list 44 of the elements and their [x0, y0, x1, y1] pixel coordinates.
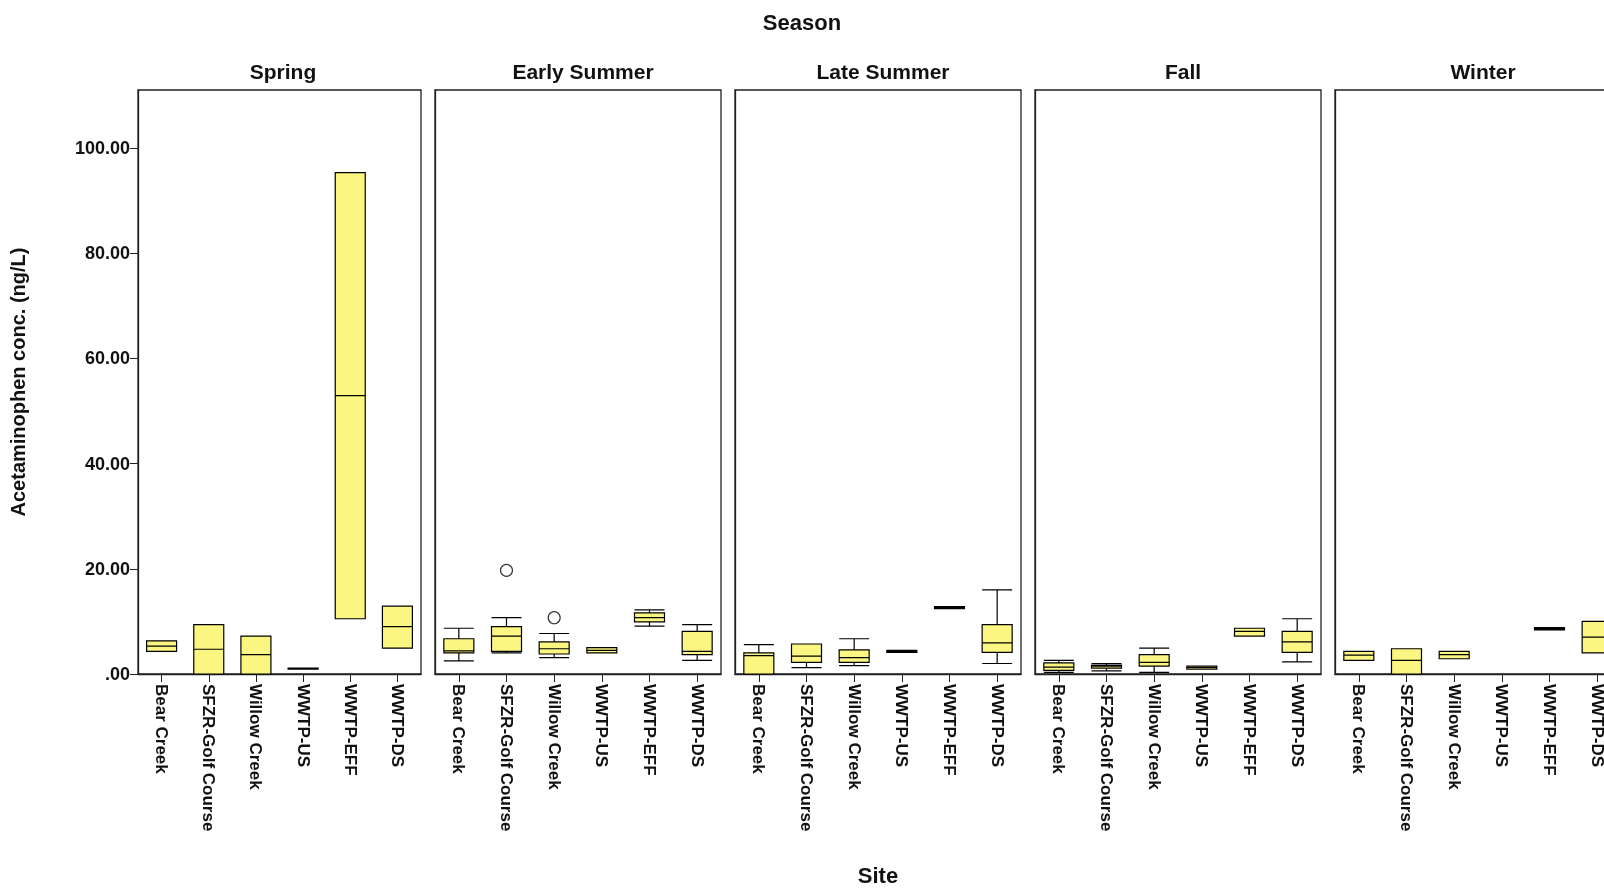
x-tick-label: WWTP-DS — [987, 684, 1007, 768]
text: Season — [761, 10, 843, 36]
x-tick-label: Bear Creek — [152, 684, 172, 775]
x-tick-label: WWTP-US — [293, 684, 313, 768]
x-tick-label: WWTP-DS — [1287, 684, 1307, 768]
x-tick-label: WWTP-DS — [687, 684, 707, 768]
x-tick-label: Willow Creek — [844, 684, 864, 791]
chart-title: Early Summer — [512, 60, 654, 83]
x-tick-label: WWTP-EFF — [340, 684, 360, 776]
x-tick-label: WWTP-EFF — [1540, 684, 1559, 776]
x-tick-label: SFZR-Golf Course — [1397, 684, 1416, 832]
x-tick-label: Bear Creek — [1049, 684, 1069, 775]
chart-title: Late Summer — [816, 60, 950, 83]
x-tick-label: WWTP-EFF — [640, 684, 659, 776]
x-tick-label: WWTP-US — [1192, 684, 1212, 768]
x-tick-label: Bear Creek — [749, 684, 769, 775]
x-tick-label: SFZR-Golf Course — [199, 684, 219, 832]
chart-title: Winter — [1450, 60, 1516, 83]
x-tick-label: Willow Creek — [246, 684, 266, 791]
x-tick-label: WWTP-US — [892, 684, 912, 768]
x-tick-label: WWTP-EFF — [1240, 684, 1259, 776]
y-tick-label: 80.00 — [84, 243, 130, 264]
chart-title: Spring — [249, 60, 317, 83]
x-tick-label: Bear Creek — [449, 684, 469, 775]
y-axis-title: Acetaminophen conc. (ng/L) — [7, 247, 29, 517]
x-tick-label: SFZR-Golf Course — [797, 684, 816, 832]
x-tick-label: SFZR-Golf Course — [1097, 684, 1116, 832]
y-tick-label: 40.00 — [84, 453, 130, 474]
x-axis-title: Site — [857, 862, 899, 888]
x-tick-label: Willow Creek — [1444, 684, 1464, 791]
x-tick-label: WWTP-DS — [1587, 684, 1604, 768]
y-tick-label: 20.00 — [84, 558, 130, 579]
y-tick-label: .00 — [104, 664, 130, 684]
x-tick-label: Willow Creek — [1144, 684, 1164, 791]
x-tick-label: Bear Creek — [1349, 684, 1369, 775]
y-tick-label: 100.00 — [74, 137, 130, 158]
chart-title: Fall — [1164, 60, 1202, 83]
y-tick-label: 60.00 — [84, 348, 130, 369]
x-tick-label: WWTP-EFF — [940, 684, 959, 776]
x-tick-label: WWTP-US — [1492, 684, 1512, 768]
x-tick-label: SFZR-Golf Course — [497, 684, 516, 832]
x-tick-label: WWTP-US — [592, 684, 612, 768]
x-tick-label: WWTP-DS — [387, 684, 407, 768]
x-tick-label: Willow Creek — [544, 684, 564, 791]
